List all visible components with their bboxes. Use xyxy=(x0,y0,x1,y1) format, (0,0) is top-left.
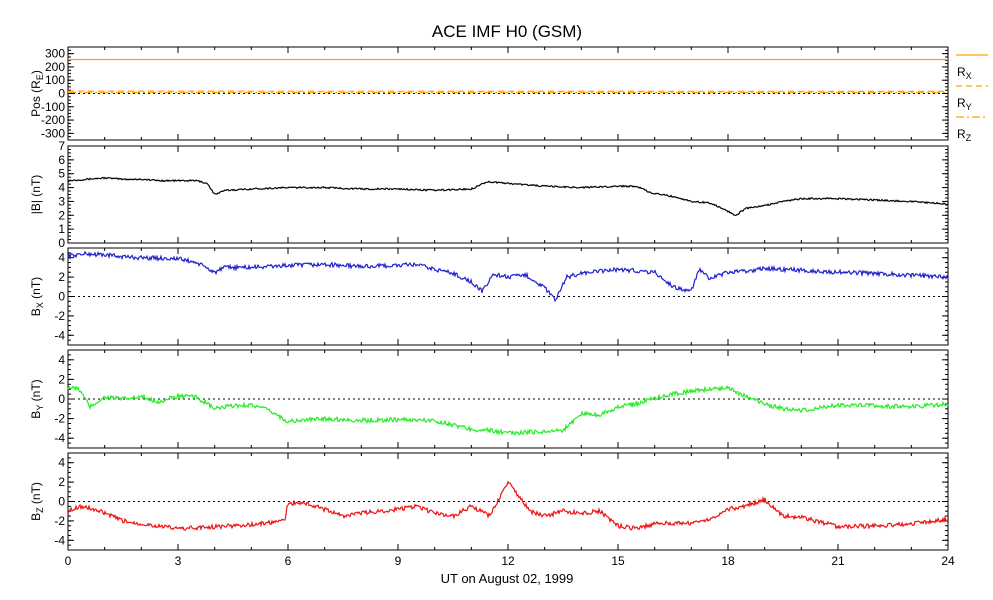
y-tick-label: 0 xyxy=(58,495,65,509)
x-tick-label: 0 xyxy=(65,554,72,568)
x-tick-label: 24 xyxy=(941,554,955,568)
series-line xyxy=(67,250,949,303)
y-axis-label: BY (nT) xyxy=(29,379,45,418)
y-tick-label: 0 xyxy=(58,236,65,250)
legend-entry: RZ xyxy=(957,127,972,143)
x-tick-label: 3 xyxy=(175,554,182,568)
series-line xyxy=(67,176,949,216)
x-tick-label: 18 xyxy=(721,554,735,568)
y-tick-label: 6 xyxy=(58,153,65,167)
y-tick-label: 2 xyxy=(58,475,65,489)
panel-frame xyxy=(67,145,949,244)
y-tick-label: 0 xyxy=(58,87,65,101)
y-tick-label: 4 xyxy=(58,181,65,195)
y-tick-label: 300 xyxy=(45,47,65,61)
y-tick-label: 4 xyxy=(58,456,65,470)
y-tick-label: -300 xyxy=(41,126,65,140)
y-tick-label: 3 xyxy=(58,194,65,208)
y-tick-label: 1 xyxy=(58,222,65,236)
series-line xyxy=(67,480,949,531)
y-tick-label: 100 xyxy=(45,73,65,87)
panel-4: -4 -2 0 2 4 BY (nT) xyxy=(29,349,949,449)
y-tick-label: 0 xyxy=(58,392,65,406)
y-tick-label: 4 xyxy=(58,353,65,367)
y-axis-label: Pos (RE) xyxy=(29,70,45,117)
y-tick-label: 7 xyxy=(58,139,65,153)
x-tick-label: 12 xyxy=(501,554,515,568)
x-tick-label: 9 xyxy=(395,554,402,568)
y-tick-label: 5 xyxy=(58,167,65,181)
y-tick-label: -4 xyxy=(54,431,65,445)
y-axis-label: BX (nT) xyxy=(29,277,45,316)
y-axis-label: BZ (nT) xyxy=(29,482,45,521)
y-tick-label: 2 xyxy=(58,270,65,284)
y-tick-label: -2 xyxy=(54,309,65,323)
y-tick-label: -4 xyxy=(54,533,65,547)
y-tick-label: 200 xyxy=(45,60,65,74)
chart-title: ACE IMF H0 (GSM) xyxy=(432,22,582,41)
x-tick-label: 15 xyxy=(611,554,625,568)
y-tick-label: 2 xyxy=(58,372,65,386)
y-tick-label: -200 xyxy=(41,113,65,127)
x-tick-label: 21 xyxy=(831,554,845,568)
y-tick-label: -2 xyxy=(54,514,65,528)
panel-3: -4 -2 0 2 4 BX (nT) xyxy=(29,247,949,346)
y-tick-label: 0 xyxy=(58,290,65,304)
x-tick-label: 6 xyxy=(285,554,292,568)
legend-entry: RY xyxy=(957,96,972,112)
y-tick-label: -2 xyxy=(54,412,65,426)
legend-entry: RX xyxy=(957,65,972,81)
y-tick-label: -4 xyxy=(54,328,65,342)
y-tick-label: -100 xyxy=(41,100,65,114)
y-axis-label: |B| (nT) xyxy=(29,175,43,215)
x-axis-label: UT on August 02, 1999 xyxy=(441,571,574,586)
y-tick-label: 4 xyxy=(58,251,65,265)
y-tick-label: 2 xyxy=(58,208,65,222)
series-line xyxy=(67,384,949,436)
